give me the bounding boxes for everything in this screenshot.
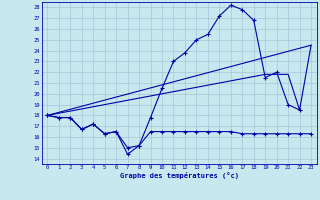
X-axis label: Graphe des températures (°c): Graphe des températures (°c)	[120, 172, 239, 179]
